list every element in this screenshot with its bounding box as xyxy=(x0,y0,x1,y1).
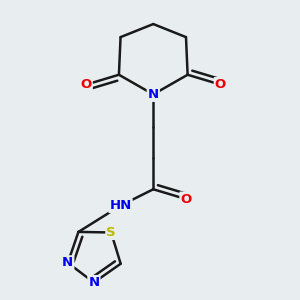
Text: N: N xyxy=(148,88,159,101)
Text: N: N xyxy=(88,276,100,289)
Text: HN: HN xyxy=(110,199,132,212)
Text: S: S xyxy=(106,226,116,239)
Text: O: O xyxy=(81,78,92,91)
Text: O: O xyxy=(180,193,192,206)
Text: N: N xyxy=(62,256,74,269)
Text: O: O xyxy=(215,78,226,91)
